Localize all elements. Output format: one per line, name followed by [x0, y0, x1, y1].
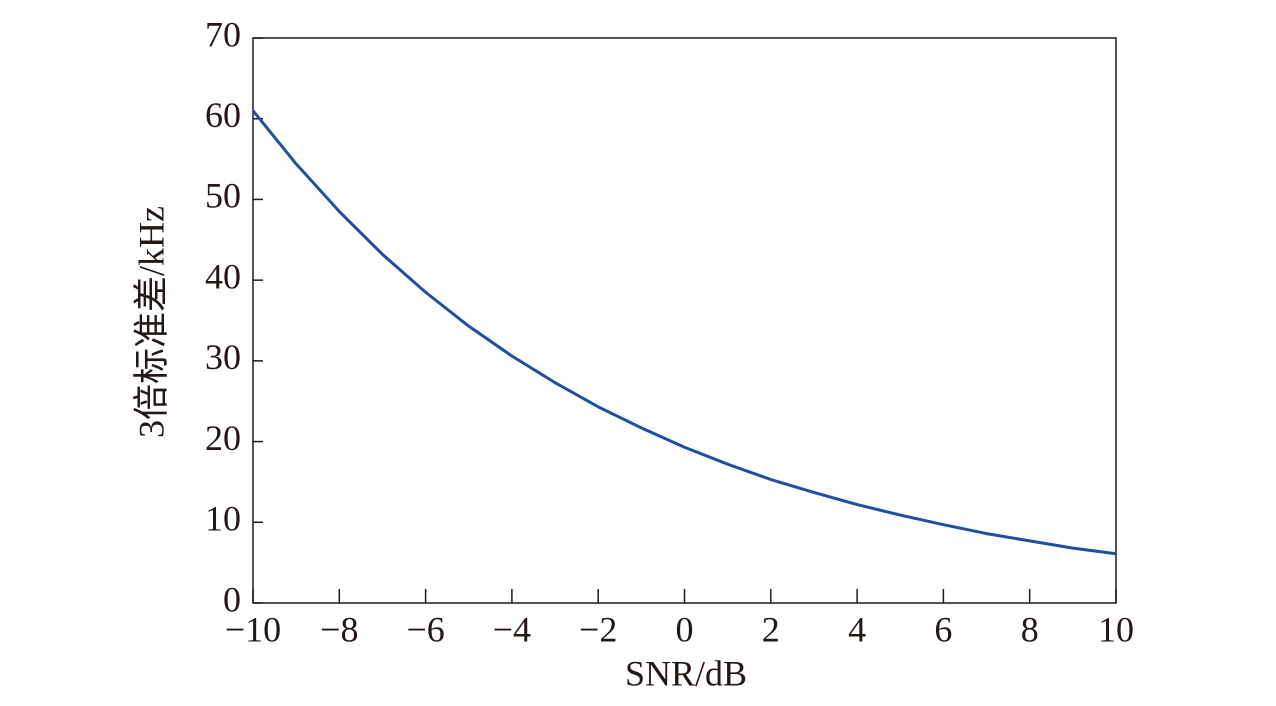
x-tick-label: 4 [848, 609, 866, 649]
y-tick-label: 60 [205, 95, 241, 135]
y-tick-label: 50 [205, 176, 241, 216]
x-tick-label: −10 [225, 609, 281, 649]
x-tick-label: 8 [1021, 609, 1039, 649]
line-series [251, 109, 1117, 556]
x-tick-label: 0 [676, 609, 694, 649]
x-tick-label: −4 [493, 609, 531, 649]
y-tick-label: 10 [205, 499, 241, 539]
y-tick-label: 20 [205, 418, 241, 458]
x-tick-label: 2 [762, 609, 780, 649]
y-tick-label: 30 [205, 337, 241, 377]
y-axis-label: 3倍标准差/kHz [131, 206, 171, 438]
plot-frame [252, 37, 1117, 604]
y-tick-label: 70 [205, 14, 241, 54]
x-tick-label: −6 [406, 609, 444, 649]
x-axis-label: SNR/dB [625, 653, 747, 693]
x-tick-label: 6 [934, 609, 952, 649]
x-tick-label: −2 [579, 609, 617, 649]
x-tick-label: 10 [1098, 609, 1134, 649]
y-tick-label: 0 [223, 579, 241, 619]
x-tick-label: −8 [320, 609, 358, 649]
y-tick-label: 40 [205, 256, 241, 296]
